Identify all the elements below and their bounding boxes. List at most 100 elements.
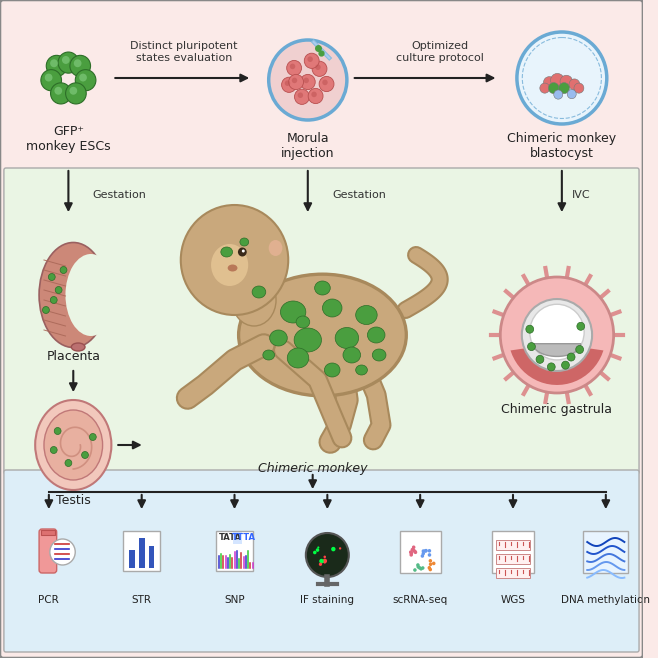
- Circle shape: [315, 64, 320, 70]
- Circle shape: [324, 555, 326, 558]
- Bar: [496, 554, 530, 564]
- Text: Distinct pluripotent
states evaluation: Distinct pluripotent states evaluation: [130, 41, 238, 63]
- Circle shape: [544, 76, 555, 89]
- Circle shape: [569, 79, 580, 90]
- Circle shape: [561, 361, 569, 369]
- Circle shape: [322, 80, 328, 85]
- Circle shape: [530, 304, 584, 360]
- Circle shape: [308, 88, 323, 103]
- Text: STR: STR: [132, 595, 152, 605]
- Ellipse shape: [322, 299, 342, 317]
- FancyBboxPatch shape: [39, 529, 57, 573]
- Circle shape: [287, 61, 301, 76]
- Ellipse shape: [221, 247, 232, 257]
- Circle shape: [46, 55, 67, 76]
- Bar: [496, 540, 530, 550]
- Circle shape: [313, 551, 316, 554]
- Circle shape: [420, 554, 424, 558]
- Circle shape: [554, 90, 563, 99]
- Bar: [129, 550, 135, 568]
- FancyBboxPatch shape: [4, 470, 639, 652]
- Text: Testis: Testis: [56, 494, 91, 507]
- Ellipse shape: [263, 350, 274, 360]
- Circle shape: [414, 551, 417, 554]
- Circle shape: [50, 59, 58, 67]
- Ellipse shape: [228, 265, 238, 272]
- Circle shape: [291, 78, 297, 83]
- Circle shape: [65, 459, 72, 467]
- Circle shape: [54, 428, 61, 434]
- Ellipse shape: [39, 243, 107, 347]
- Ellipse shape: [294, 328, 322, 352]
- Ellipse shape: [252, 286, 266, 298]
- Circle shape: [517, 32, 607, 124]
- FancyBboxPatch shape: [492, 531, 534, 573]
- Text: DNA methylation: DNA methylation: [561, 595, 650, 605]
- Circle shape: [413, 549, 417, 553]
- Circle shape: [289, 74, 303, 89]
- Circle shape: [411, 548, 414, 551]
- Ellipse shape: [324, 363, 340, 377]
- Text: Gestation: Gestation: [93, 190, 147, 200]
- Circle shape: [421, 566, 424, 570]
- Circle shape: [306, 533, 349, 577]
- Polygon shape: [533, 343, 581, 357]
- Circle shape: [576, 345, 584, 353]
- Circle shape: [528, 343, 536, 351]
- FancyBboxPatch shape: [399, 531, 441, 573]
- Circle shape: [428, 566, 431, 570]
- Circle shape: [418, 566, 421, 570]
- Circle shape: [300, 74, 315, 89]
- Circle shape: [242, 249, 245, 253]
- Circle shape: [547, 363, 555, 371]
- Circle shape: [316, 548, 319, 552]
- Circle shape: [49, 274, 55, 280]
- FancyBboxPatch shape: [216, 531, 253, 571]
- Circle shape: [577, 322, 585, 330]
- Circle shape: [428, 549, 431, 553]
- Circle shape: [413, 569, 417, 572]
- Ellipse shape: [343, 347, 361, 363]
- Circle shape: [70, 87, 77, 95]
- Ellipse shape: [65, 254, 116, 336]
- Ellipse shape: [280, 301, 306, 323]
- Circle shape: [500, 277, 614, 393]
- Ellipse shape: [211, 244, 248, 286]
- FancyBboxPatch shape: [584, 531, 628, 573]
- Text: IF staining: IF staining: [300, 595, 355, 605]
- Ellipse shape: [288, 348, 309, 368]
- Text: IVC: IVC: [572, 190, 590, 200]
- Circle shape: [322, 559, 327, 563]
- Circle shape: [319, 76, 334, 91]
- Bar: [232, 532, 242, 544]
- FancyBboxPatch shape: [123, 531, 161, 571]
- Circle shape: [317, 546, 319, 549]
- Circle shape: [43, 307, 49, 313]
- Bar: [149, 546, 155, 568]
- Text: Morula
injection: Morula injection: [281, 132, 334, 160]
- Text: Chimeric monkey
blastocyst: Chimeric monkey blastocyst: [507, 132, 617, 160]
- FancyBboxPatch shape: [4, 168, 639, 474]
- Ellipse shape: [296, 316, 310, 328]
- Text: Chimeric gastrula: Chimeric gastrula: [501, 403, 613, 416]
- Text: TTTA: TTTA: [232, 533, 256, 542]
- Circle shape: [79, 74, 87, 82]
- Circle shape: [70, 55, 91, 76]
- Circle shape: [522, 299, 592, 371]
- Ellipse shape: [356, 365, 367, 375]
- Circle shape: [422, 551, 425, 555]
- Circle shape: [323, 561, 326, 563]
- Circle shape: [181, 205, 288, 315]
- Bar: [41, 530, 55, 535]
- Ellipse shape: [240, 238, 249, 246]
- Ellipse shape: [335, 328, 359, 349]
- Circle shape: [304, 53, 319, 68]
- Circle shape: [312, 61, 327, 76]
- Circle shape: [412, 545, 415, 549]
- Circle shape: [50, 539, 75, 565]
- Circle shape: [424, 549, 427, 553]
- Polygon shape: [511, 343, 603, 385]
- Circle shape: [432, 562, 436, 565]
- Circle shape: [417, 565, 420, 569]
- Text: PCR: PCR: [38, 595, 59, 605]
